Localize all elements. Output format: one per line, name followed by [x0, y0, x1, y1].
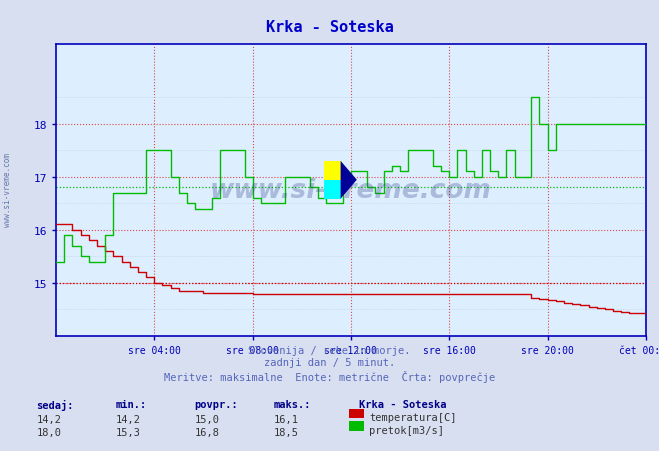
Text: 14,2: 14,2 [36, 414, 61, 424]
Text: min.:: min.: [115, 399, 146, 409]
Text: 14,2: 14,2 [115, 414, 140, 424]
Text: 16,1: 16,1 [273, 414, 299, 424]
Text: temperatura[C]: temperatura[C] [369, 412, 457, 422]
Polygon shape [341, 161, 357, 199]
Text: 15,0: 15,0 [194, 414, 219, 424]
Text: 16,8: 16,8 [194, 428, 219, 437]
Text: Krka - Soteska: Krka - Soteska [359, 399, 447, 409]
Text: Meritve: maksimalne  Enote: metrične  Črta: povprečje: Meritve: maksimalne Enote: metrične Črta… [164, 370, 495, 382]
Text: Krka - Soteska: Krka - Soteska [266, 20, 393, 35]
Text: maks.:: maks.: [273, 399, 311, 409]
Text: pretok[m3/s]: pretok[m3/s] [369, 425, 444, 435]
Text: zadnji dan / 5 minut.: zadnji dan / 5 minut. [264, 358, 395, 368]
Polygon shape [324, 161, 341, 180]
Text: sedaj:: sedaj: [36, 399, 74, 410]
Polygon shape [324, 180, 341, 199]
Text: povpr.:: povpr.: [194, 399, 238, 409]
Text: 15,3: 15,3 [115, 428, 140, 437]
Text: 18,5: 18,5 [273, 428, 299, 437]
Text: www.si-vreme.com: www.si-vreme.com [3, 152, 13, 226]
Text: Slovenija / reke in morje.: Slovenija / reke in morje. [248, 345, 411, 355]
Text: www.si-vreme.com: www.si-vreme.com [210, 178, 492, 203]
Text: 18,0: 18,0 [36, 428, 61, 437]
